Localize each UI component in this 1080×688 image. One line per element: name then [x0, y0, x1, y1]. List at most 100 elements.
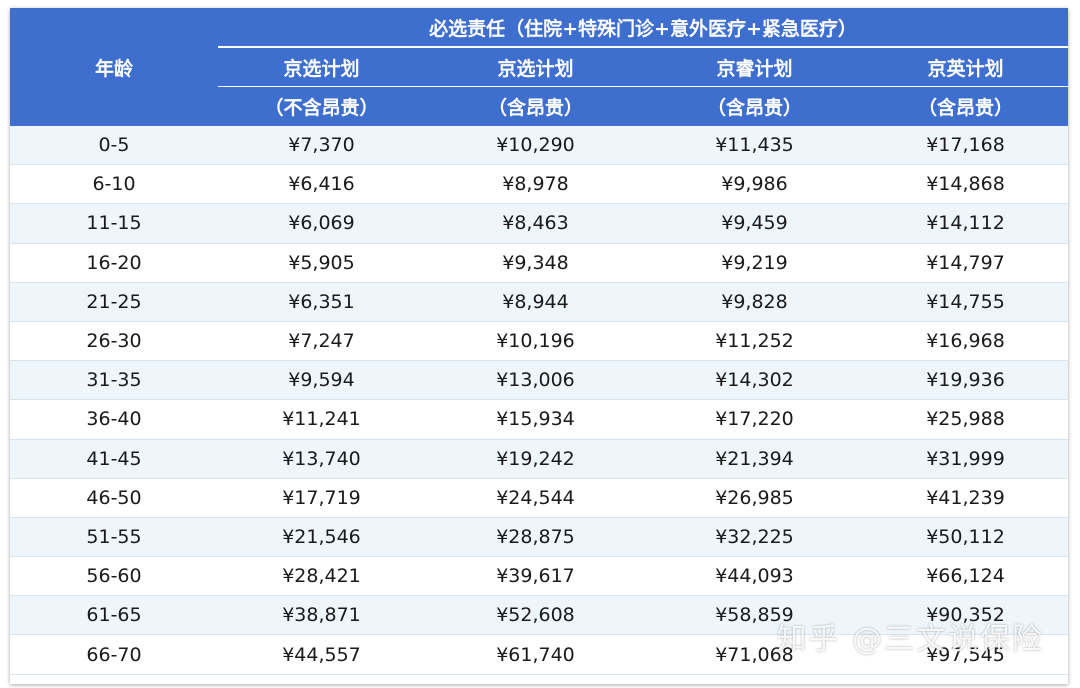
age-band-cell: 36-40 — [10, 399, 218, 440]
table-row: 11-15 ¥6,069 ¥8,463 ¥9,459 ¥14,112 — [10, 203, 1069, 244]
premium-cell: ¥13,006 — [425, 360, 646, 401]
plan-name-header: 京英计划 — [863, 47, 1069, 87]
premium-cell: ¥39,617 — [425, 556, 646, 597]
premium-cell: ¥11,252 — [646, 321, 863, 362]
premium-cell: ¥41,239 — [863, 478, 1069, 518]
premium-cell: ¥25,988 — [863, 399, 1069, 440]
table-row: 61-65 ¥38,871 ¥52,608 ¥58,859 ¥90,352 — [10, 595, 1069, 636]
premium-cell: ¥7,370 — [218, 126, 425, 166]
premium-cell: ¥71,068 — [646, 634, 863, 675]
premium-cell: ¥58,859 — [646, 595, 863, 636]
age-band-cell: 31-35 — [10, 360, 218, 401]
premium-cell: ¥6,351 — [218, 282, 425, 322]
age-band-cell: 66-70 — [10, 634, 218, 675]
premium-cell: ¥14,112 — [863, 203, 1069, 244]
table-row: 46-50 ¥17,719 ¥24,544 ¥26,985 ¥41,239 — [10, 478, 1069, 518]
premium-cell: ¥9,348 — [425, 243, 646, 283]
age-band-cell: 21-25 — [10, 282, 218, 322]
premium-cell: ¥9,986 — [646, 164, 863, 205]
age-band-cell: 11-15 — [10, 203, 218, 244]
premium-cell: ¥50,112 — [863, 517, 1069, 558]
premium-cell: ¥9,219 — [646, 243, 863, 283]
plan-note-header: （不含昂贵） — [218, 86, 425, 126]
premium-cell: ¥26,985 — [646, 478, 863, 518]
age-band-cell: 0-5 — [10, 126, 218, 166]
age-band-cell: 51-55 — [10, 517, 218, 558]
premium-cell: ¥5,905 — [218, 243, 425, 283]
table-body: 0-5 ¥7,370 ¥10,290 ¥11,435 ¥17,168 6-10 ¥6,416… — [10, 126, 1069, 675]
age-band-cell: 61-65 — [10, 595, 218, 636]
premium-cell: ¥19,242 — [425, 439, 646, 479]
age-column-header: 年龄 — [10, 8, 218, 126]
premium-cell: ¥14,755 — [863, 282, 1069, 322]
premium-cell: ¥11,435 — [646, 126, 863, 166]
premium-cell: ¥8,463 — [425, 203, 646, 244]
table-row: 56-60 ¥28,421 ¥39,617 ¥44,093 ¥66,124 — [10, 556, 1069, 597]
premium-cell: ¥44,557 — [218, 634, 425, 675]
plan-name-header: 京选计划 — [425, 47, 646, 87]
premium-cell: ¥6,416 — [218, 164, 425, 205]
premium-cell: ¥15,934 — [425, 399, 646, 440]
premium-cell: ¥28,421 — [218, 556, 425, 597]
plan-name-header: 京选计划 — [218, 47, 425, 87]
premium-cell: ¥14,797 — [863, 243, 1069, 283]
coverage-group-header: 必选责任（住院+特殊门诊+意外医疗+紧急医疗） — [218, 8, 1069, 48]
premium-cell: ¥17,220 — [646, 399, 863, 440]
table-row: 16-20 ¥5,905 ¥9,348 ¥9,219 ¥14,797 — [10, 243, 1069, 283]
premium-cell: ¥13,740 — [218, 439, 425, 479]
premium-cell: ¥6,069 — [218, 203, 425, 244]
watermark: 知乎 @三文说保险 — [776, 622, 1044, 657]
premium-cell: ¥7,247 — [218, 321, 425, 362]
premium-cell: ¥28,875 — [425, 517, 646, 558]
table-row: 51-55 ¥21,546 ¥28,875 ¥32,225 ¥50,112 — [10, 517, 1069, 558]
premium-cell: ¥10,290 — [425, 126, 646, 166]
age-band-cell: 26-30 — [10, 321, 218, 362]
premium-cell: ¥21,394 — [646, 439, 863, 479]
plan-note-header: （含昂贵） — [425, 86, 646, 126]
premium-cell: ¥8,944 — [425, 282, 646, 322]
plan-note-header: （含昂贵） — [863, 86, 1069, 126]
table-row: 36-40 ¥11,241 ¥15,934 ¥17,220 ¥25,988 — [10, 399, 1069, 440]
premium-cell: ¥38,871 — [218, 595, 425, 636]
premium-cell: ¥52,608 — [425, 595, 646, 636]
table-row: 66-70 ¥44,557 ¥61,740 ¥71,068 ¥97,545 — [10, 634, 1069, 675]
premium-cell: ¥14,868 — [863, 164, 1069, 205]
table-header: 年龄 必选责任（住院+特殊门诊+意外医疗+紧急医疗） 京选计划 京选计划 京睿计… — [10, 8, 1069, 126]
age-band-cell: 46-50 — [10, 478, 218, 518]
premium-cell: ¥32,225 — [646, 517, 863, 558]
premium-cell: ¥90,352 — [863, 595, 1069, 636]
premium-cell: ¥17,719 — [218, 478, 425, 518]
premium-cell: ¥9,594 — [218, 360, 425, 401]
age-band-cell: 6-10 — [10, 164, 218, 205]
premium-cell: ¥97,545 — [863, 634, 1069, 675]
premium-cell: ¥19,936 — [863, 360, 1069, 401]
plan-note-header: （含昂贵） — [646, 86, 863, 126]
premium-table: 年龄 必选责任（住院+特殊门诊+意外医疗+紧急医疗） 京选计划 京选计划 京睿计… — [10, 8, 1069, 675]
premium-cell: ¥16,968 — [863, 321, 1069, 362]
premium-cell: ¥17,168 — [863, 126, 1069, 166]
premium-cell: ¥9,828 — [646, 282, 863, 322]
table-row: 31-35 ¥9,594 ¥13,006 ¥14,302 ¥19,936 — [10, 360, 1069, 401]
premium-cell: ¥10,196 — [425, 321, 646, 362]
premium-cell: ¥14,302 — [646, 360, 863, 401]
age-band-cell: 56-60 — [10, 556, 218, 597]
age-band-cell: 16-20 — [10, 243, 218, 283]
table-row: 6-10 ¥6,416 ¥8,978 ¥9,986 ¥14,868 — [10, 164, 1069, 205]
premium-cell: ¥9,459 — [646, 203, 863, 244]
premium-cell: ¥11,241 — [218, 399, 425, 440]
premium-cell: ¥66,124 — [863, 556, 1069, 597]
table-row: 21-25 ¥6,351 ¥8,944 ¥9,828 ¥14,755 — [10, 282, 1069, 322]
table-row: 26-30 ¥7,247 ¥10,196 ¥11,252 ¥16,968 — [10, 321, 1069, 362]
table-row: 0-5 ¥7,370 ¥10,290 ¥11,435 ¥17,168 — [10, 126, 1069, 166]
plan-name-header: 京睿计划 — [646, 47, 863, 87]
premium-cell: ¥31,999 — [863, 439, 1069, 479]
premium-cell: ¥44,093 — [646, 556, 863, 597]
premium-cell: ¥21,546 — [218, 517, 425, 558]
premium-cell: ¥61,740 — [425, 634, 646, 675]
premium-cell: ¥24,544 — [425, 478, 646, 518]
table-row: 41-45 ¥13,740 ¥19,242 ¥21,394 ¥31,999 — [10, 439, 1069, 479]
premium-cell: ¥8,978 — [425, 164, 646, 205]
premium-table-frame: 年龄 必选责任（住院+特殊门诊+意外医疗+紧急医疗） 京选计划 京选计划 京睿计… — [10, 8, 1069, 684]
age-band-cell: 41-45 — [10, 439, 218, 479]
